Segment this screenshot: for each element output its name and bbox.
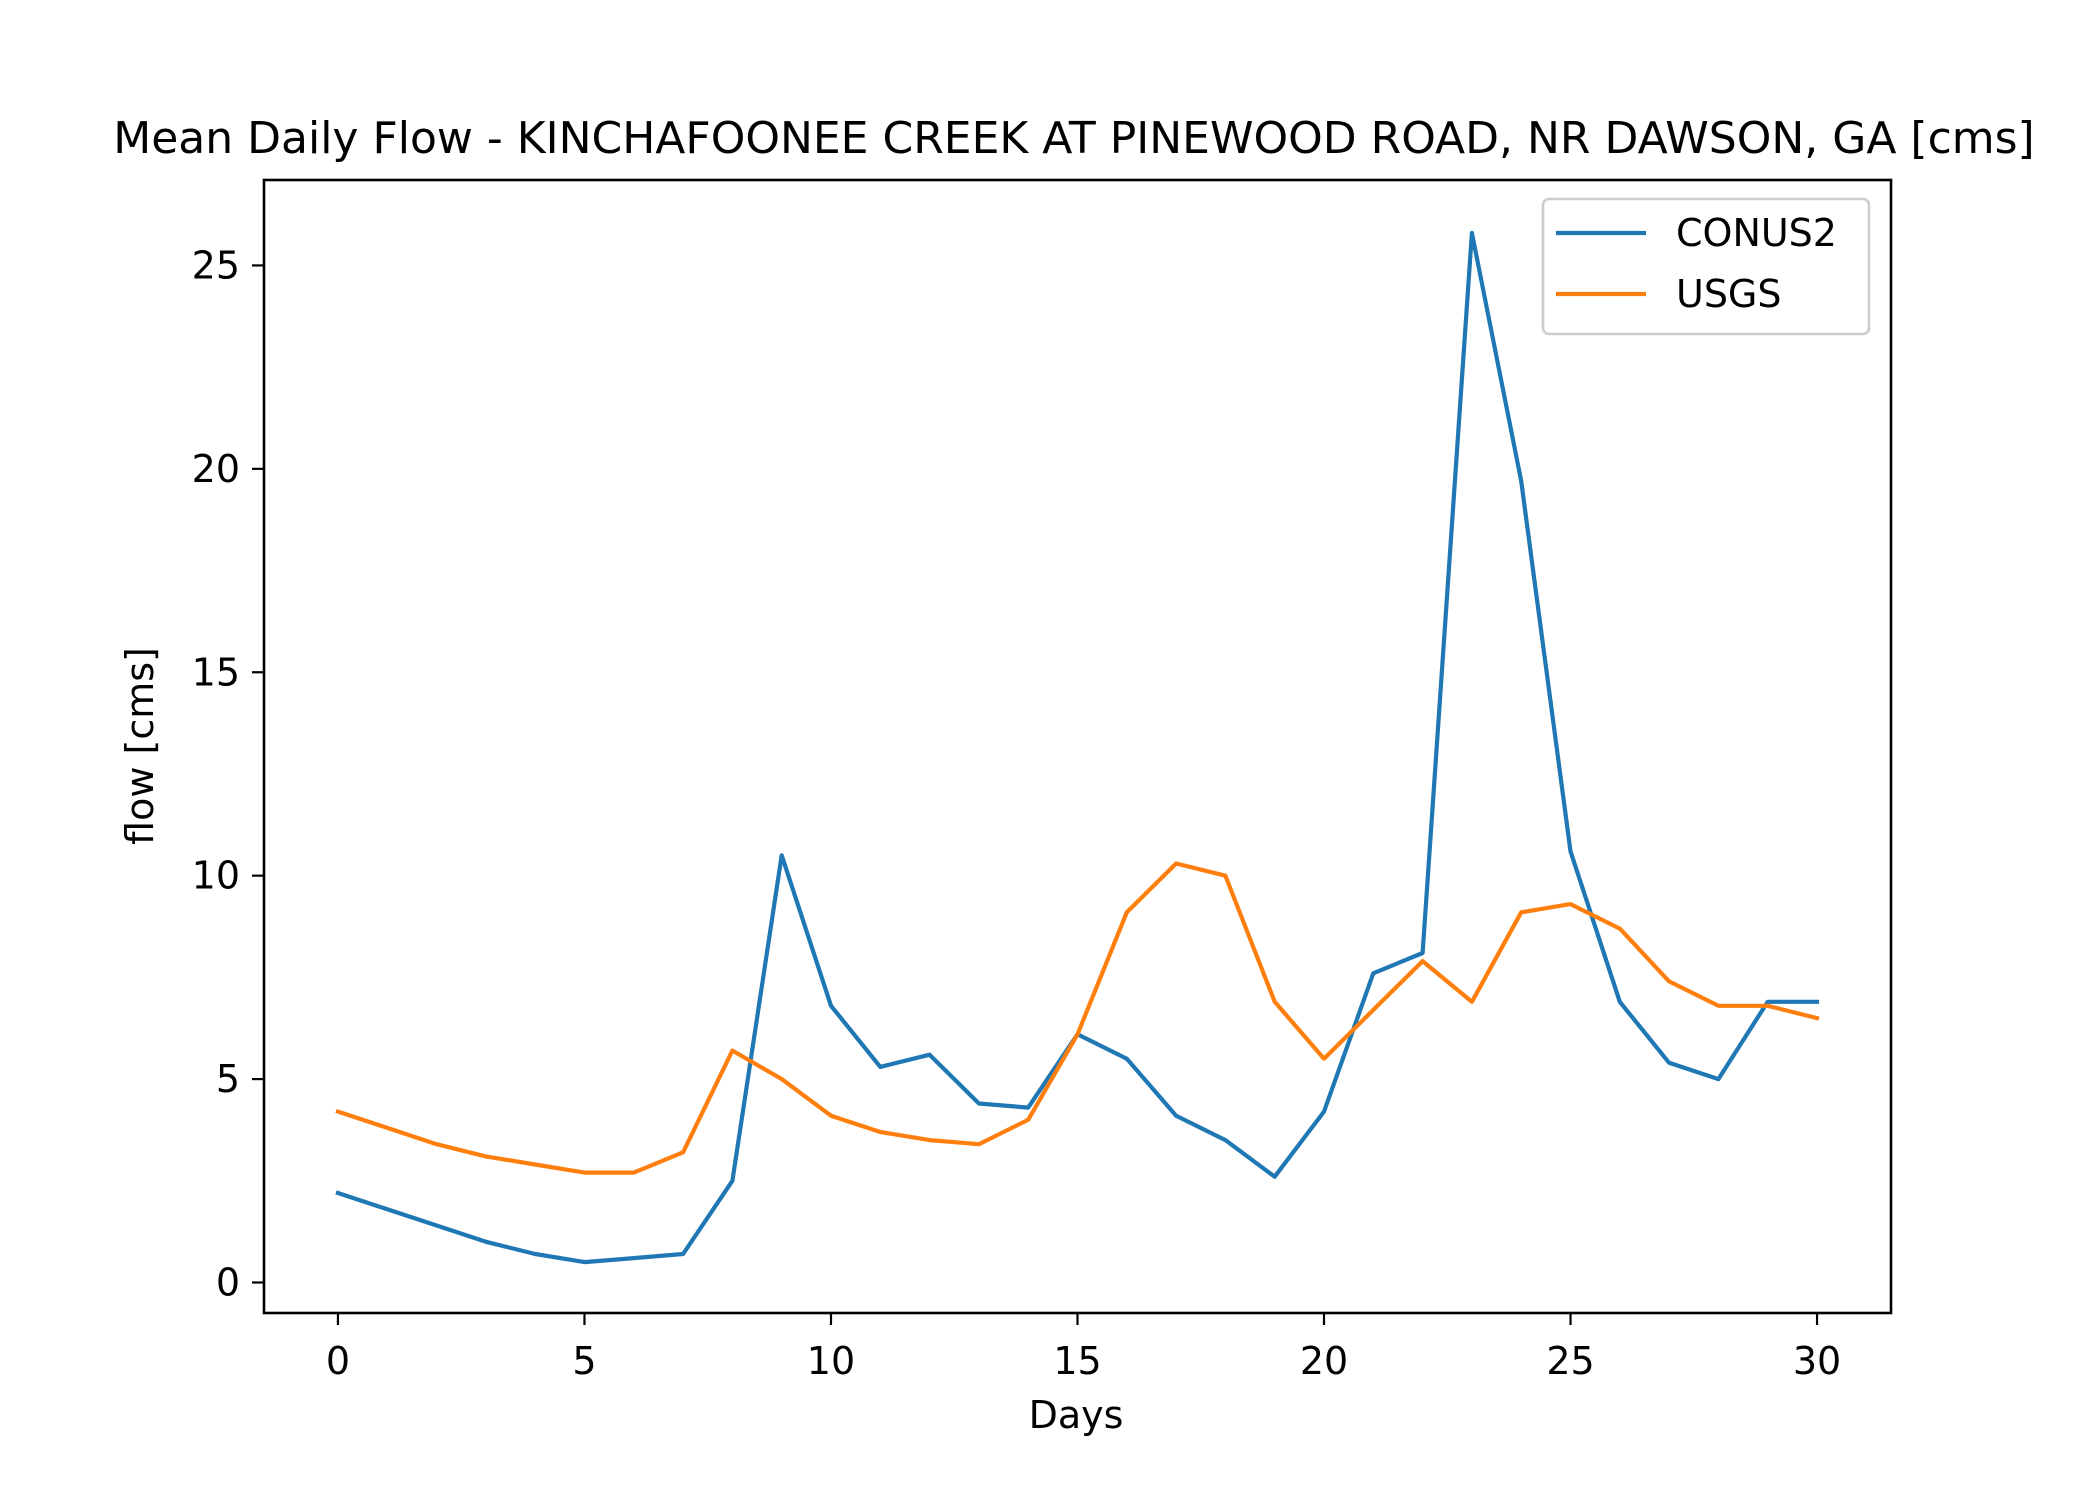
plot-area (262, 178, 1893, 1315)
x-tick-label: 0 (326, 1339, 350, 1383)
y-tick-label: 10 (192, 854, 240, 898)
x-tick-label: 10 (807, 1339, 855, 1383)
x-tick-label: 30 (1793, 1339, 1841, 1383)
x-tick-label: 20 (1300, 1339, 1348, 1383)
x-tick-label: 15 (1053, 1339, 1101, 1383)
y-tick-label: 20 (192, 447, 240, 491)
plot-background (264, 180, 1891, 1313)
x-tick-label: 25 (1546, 1339, 1594, 1383)
y-axis: 0 5 10 15 20 25 (192, 243, 264, 1304)
x-axis: 0 5 10 15 20 25 30 (326, 1313, 1841, 1383)
x-axis-label: Days (1029, 1393, 1124, 1437)
y-tick-label: 0 (216, 1260, 240, 1304)
y-tick-label: 15 (192, 650, 240, 694)
series-layer (335, 230, 1820, 1265)
legend-label-usgs: USGS (1676, 272, 1782, 316)
legend-label-conus2: CONUS2 (1676, 211, 1837, 255)
y-tick-label: 25 (192, 243, 240, 287)
series-line-usgs (335, 861, 1820, 1175)
x-tick-label: 5 (572, 1339, 596, 1383)
legend: CONUS2 USGS (1541, 197, 1871, 336)
y-axis-label: flow [cms] (118, 647, 162, 845)
y-tick-label: 5 (216, 1057, 240, 1101)
chart-title: Mean Daily Flow - KINCHAFOONEE CREEK AT … (113, 113, 2034, 164)
